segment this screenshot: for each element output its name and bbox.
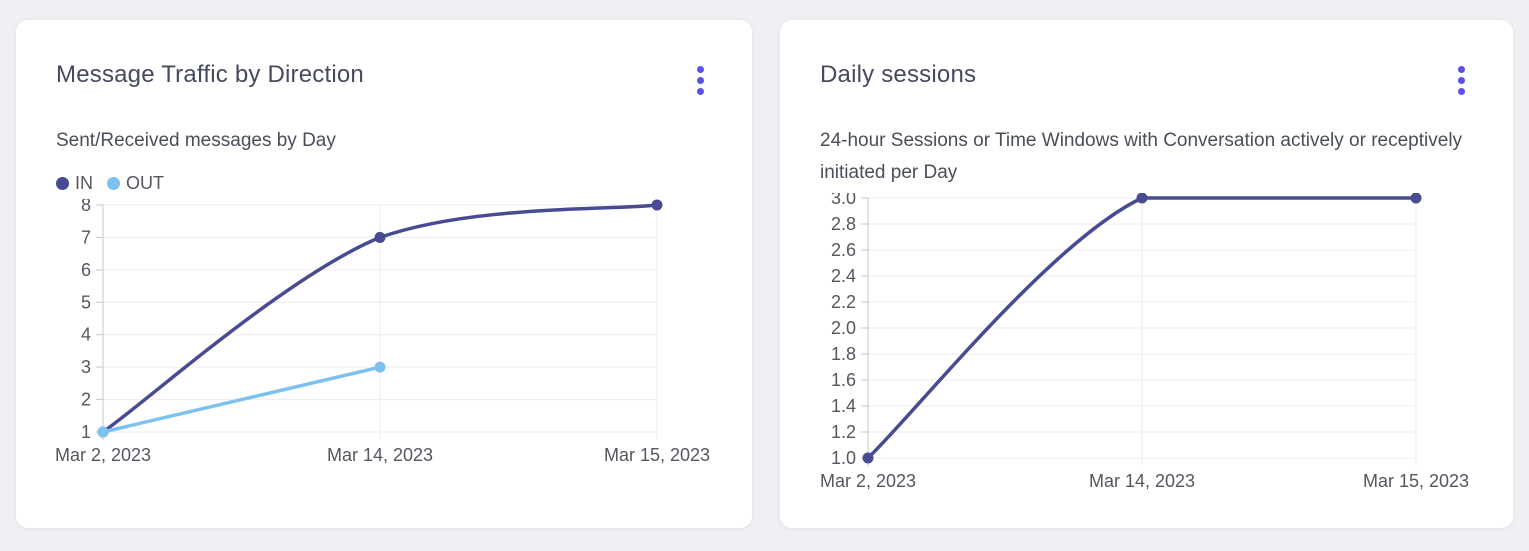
- svg-text:Mar 2, 2023: Mar 2, 2023: [820, 471, 916, 491]
- kebab-dot: [1458, 88, 1465, 95]
- svg-text:Mar 14, 2023: Mar 14, 2023: [1089, 471, 1195, 491]
- kebab-dot: [697, 66, 704, 73]
- legend-item-in[interactable]: IN: [56, 173, 93, 194]
- svg-text:1.6: 1.6: [831, 370, 856, 390]
- kebab-menu-icon[interactable]: [689, 62, 712, 99]
- legend-label-out: OUT: [126, 172, 164, 193]
- kebab-dot: [1458, 77, 1465, 84]
- card-title-message-traffic: Message Traffic by Direction: [56, 61, 364, 88]
- card-header: Message Traffic by Direction: [56, 60, 712, 99]
- svg-text:3.0: 3.0: [831, 193, 856, 208]
- legend-label-in: IN: [75, 172, 93, 193]
- svg-text:2: 2: [81, 390, 91, 410]
- kebab-dot: [697, 77, 704, 84]
- line-chart-message-traffic[interactable]: 8 7 6 5 4 3 2 1 Mar 2, 2023 Mar 14, 2023 Mar 15, 2…: [40, 195, 712, 480]
- card-header: Daily sessions: [820, 60, 1473, 99]
- card-title-daily-sessions: Daily sessions: [820, 61, 977, 88]
- card-message-traffic: Message Traffic by Direction Sent/Receiv…: [16, 20, 752, 528]
- legend-item-out[interactable]: OUT: [107, 173, 164, 194]
- svg-text:3: 3: [81, 357, 91, 377]
- svg-text:Mar 15, 2023: Mar 15, 2023: [1363, 471, 1469, 491]
- kebab-menu-icon[interactable]: [1450, 62, 1473, 99]
- line-chart-daily-sessions[interactable]: 3.0 2.8 2.6 2.4 2.2 2.0 1.8 1.6 1.4 1.2 1.0 Mar 2, …: [804, 188, 1473, 504]
- kebab-dot: [697, 88, 704, 95]
- svg-text:4: 4: [81, 325, 91, 345]
- svg-text:2.6: 2.6: [831, 240, 856, 260]
- svg-text:2.8: 2.8: [831, 214, 856, 234]
- svg-text:1: 1: [81, 422, 91, 442]
- legend-dot-out: [107, 176, 120, 190]
- svg-text:1.0: 1.0: [831, 448, 856, 468]
- svg-text:Mar 2, 2023: Mar 2, 2023: [55, 445, 151, 465]
- svg-text:2.0: 2.0: [831, 318, 856, 338]
- svg-text:Mar 15, 2023: Mar 15, 2023: [604, 445, 710, 465]
- card-subtitle-message-traffic: Sent/Received messages by Day: [56, 130, 336, 151]
- svg-text:8: 8: [81, 199, 91, 215]
- kebab-dot: [1458, 66, 1465, 73]
- svg-text:Mar 14, 2023: Mar 14, 2023: [327, 445, 433, 465]
- svg-text:1.2: 1.2: [831, 422, 856, 442]
- svg-text:1.4: 1.4: [831, 396, 856, 416]
- card-subtitle-daily-sessions: 24-hour Sessions or Time Windows with Co…: [820, 130, 1463, 183]
- svg-text:2.2: 2.2: [831, 292, 856, 312]
- svg-text:5: 5: [81, 292, 91, 312]
- chart-legend: IN OUT: [56, 173, 712, 193]
- svg-text:7: 7: [81, 227, 91, 247]
- legend-dot-in: [56, 176, 69, 190]
- svg-text:1.8: 1.8: [831, 344, 856, 364]
- card-daily-sessions: Daily sessions 24-hour Sessions or Time …: [780, 20, 1513, 528]
- svg-text:6: 6: [81, 260, 91, 280]
- svg-text:2.4: 2.4: [831, 266, 856, 286]
